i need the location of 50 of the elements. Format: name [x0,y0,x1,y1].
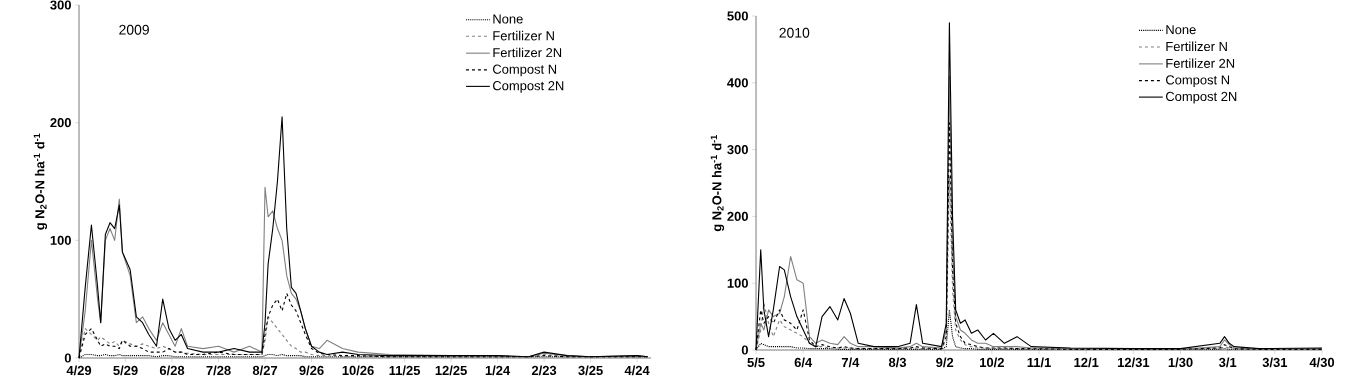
y-tick-label: 500 [727,11,748,21]
legend-label: Fertilizer 2N [493,47,562,58]
legend-label: Compost N [1165,75,1230,88]
y-tick-label: 200 [50,118,71,128]
x-tick-label: 9/2 [936,357,954,368]
legend-label: Compost 2N [1165,91,1237,104]
y-tick-label: 100 [50,235,71,245]
text: 2010 [779,27,810,38]
text: 2009 [119,24,149,35]
legend-label: Compost 2N [493,81,564,93]
x-tick-label: 12/1 [1074,357,1099,368]
x-tick-label: 11/1 [1027,357,1051,368]
x-tick-label: 5/5 [747,357,765,368]
x-tick-label: 12/31 [1117,357,1150,368]
x-tick-label: 1/30 [1168,357,1193,368]
x-tick-label: 3/31 [1262,357,1288,368]
x-tick-label: 4/30 [1309,357,1335,368]
x-tick-label: 3/25 [578,365,603,376]
x-tick-label: 4/24 [624,365,650,376]
y-tick-label: 400 [727,78,748,88]
y-tick-label: 0 [741,345,748,355]
x-tick-label: 10/2 [980,357,1004,368]
x-tick-label: 5/29 [113,365,138,376]
x-tick-label: 9/26 [299,365,324,376]
y-tick-label: 300 [727,145,748,155]
x-tick-label: 7/28 [206,365,231,376]
x-tick-label: 8/27 [252,365,278,376]
x-tick-label: 6/4 [794,357,813,368]
x-tick-label: 12/25 [435,365,467,376]
y-axis-title: g N$_{2}$O-N ha$^{-1}$ d$^{-1}$ [710,135,725,232]
y-axis-title: g N$_{2}$O-N ha$^{-1}$ d$^{-1}$ [33,133,48,230]
x-tick-label: 2/23 [531,365,557,376]
x-tick-label: 10/26 [342,365,374,376]
x-tick-label: 3/1 [1218,357,1237,368]
legend-label: Fertilizer N [1166,41,1227,52]
x-tick-label: 6/28 [159,365,185,376]
x-tick-label: 11/25 [389,365,421,376]
y-tick-label: 100 [727,278,748,288]
x-tick-label: 7/4 [841,357,860,368]
legend-label: Fertilizer 2N [1166,58,1235,68]
y-tick-label: 200 [727,211,748,221]
y-tick-label: 0 [64,353,71,363]
legend-label: None [493,14,523,24]
x-tick-label: 1/24 [485,365,511,376]
legend-label: None [1166,25,1196,35]
legend-label: Fertilizer N [493,30,554,41]
y-tick-label: 300 [50,0,71,10]
x-tick-label: 4/29 [66,365,92,376]
x-tick-label: 8/3 [888,357,907,368]
legend-label: Compost N [493,64,557,77]
